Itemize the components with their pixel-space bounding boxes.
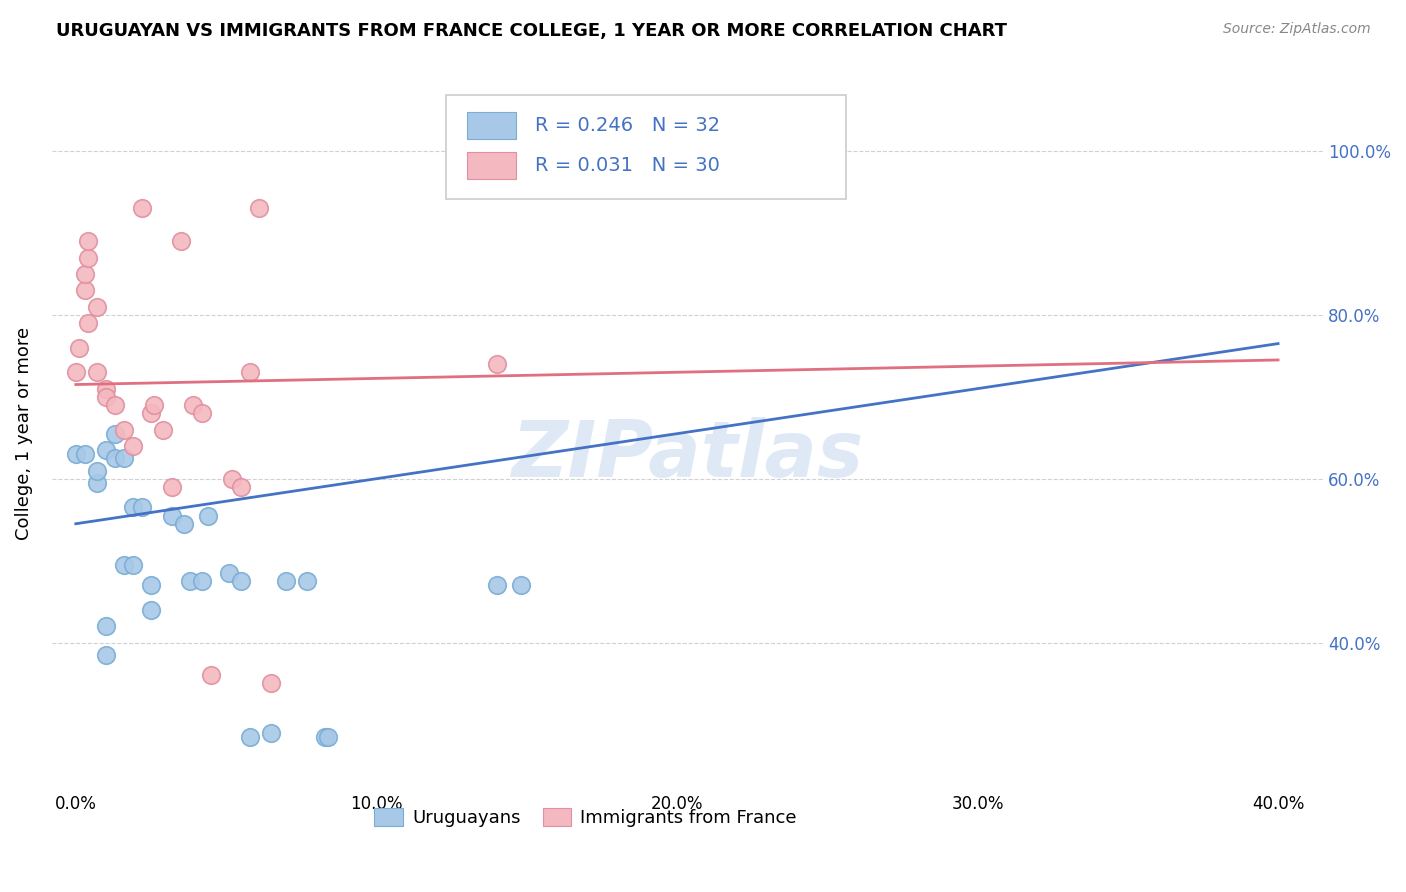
Point xyxy=(191,574,214,588)
Point xyxy=(94,619,117,633)
Text: URUGUAYAN VS IMMIGRANTS FROM FRANCE COLLEGE, 1 YEAR OR MORE CORRELATION CHART: URUGUAYAN VS IMMIGRANTS FROM FRANCE COLL… xyxy=(56,22,1007,40)
Text: R = 0.246   N = 32: R = 0.246 N = 32 xyxy=(534,116,720,136)
Point xyxy=(122,558,145,572)
Point xyxy=(509,578,531,592)
Point xyxy=(73,267,96,281)
Point xyxy=(112,423,135,437)
Point xyxy=(316,730,339,744)
FancyBboxPatch shape xyxy=(467,152,516,178)
Point xyxy=(181,398,204,412)
Point xyxy=(76,316,98,330)
Point xyxy=(122,439,145,453)
Point xyxy=(239,730,262,744)
Point xyxy=(76,251,98,265)
Point xyxy=(197,508,219,523)
Point xyxy=(86,365,108,379)
Point xyxy=(139,578,162,592)
Point xyxy=(221,472,243,486)
Point xyxy=(191,406,214,420)
Point xyxy=(170,234,193,248)
Point xyxy=(606,144,628,158)
Point xyxy=(104,398,127,412)
Point xyxy=(173,516,195,531)
Point xyxy=(485,578,508,592)
Point xyxy=(76,234,98,248)
Point xyxy=(122,500,145,515)
Point xyxy=(297,574,319,588)
Point xyxy=(94,648,117,662)
Point xyxy=(139,406,162,420)
Point xyxy=(142,398,165,412)
Point xyxy=(65,447,87,461)
Point xyxy=(131,202,153,216)
Point xyxy=(229,480,252,494)
Legend: Uruguayans, Immigrants from France: Uruguayans, Immigrants from France xyxy=(367,800,804,834)
Point xyxy=(112,451,135,466)
Point xyxy=(73,284,96,298)
Point xyxy=(86,300,108,314)
Point xyxy=(247,202,270,216)
Point xyxy=(104,451,127,466)
Point xyxy=(94,390,117,404)
Text: R = 0.031   N = 30: R = 0.031 N = 30 xyxy=(534,155,720,175)
Point xyxy=(485,357,508,371)
Point xyxy=(741,144,763,158)
Point xyxy=(314,730,336,744)
Point xyxy=(112,558,135,572)
Point xyxy=(152,423,174,437)
Point xyxy=(160,480,183,494)
Point xyxy=(67,341,90,355)
Y-axis label: College, 1 year or more: College, 1 year or more xyxy=(15,327,32,541)
Point xyxy=(200,668,222,682)
Point xyxy=(260,725,283,739)
Point xyxy=(86,475,108,490)
Point xyxy=(73,447,96,461)
Point xyxy=(239,365,262,379)
Point xyxy=(86,463,108,477)
Point xyxy=(218,566,240,580)
Point xyxy=(94,443,117,458)
Point xyxy=(104,426,127,441)
Text: Source: ZipAtlas.com: Source: ZipAtlas.com xyxy=(1223,22,1371,37)
Point xyxy=(260,676,283,690)
Point xyxy=(276,574,298,588)
Point xyxy=(131,500,153,515)
Point xyxy=(65,365,87,379)
FancyBboxPatch shape xyxy=(467,112,516,139)
Point xyxy=(139,603,162,617)
Point xyxy=(179,574,201,588)
Text: ZIPatlas: ZIPatlas xyxy=(512,417,863,493)
Point xyxy=(229,574,252,588)
Point xyxy=(94,382,117,396)
FancyBboxPatch shape xyxy=(446,95,846,199)
Point xyxy=(160,508,183,523)
